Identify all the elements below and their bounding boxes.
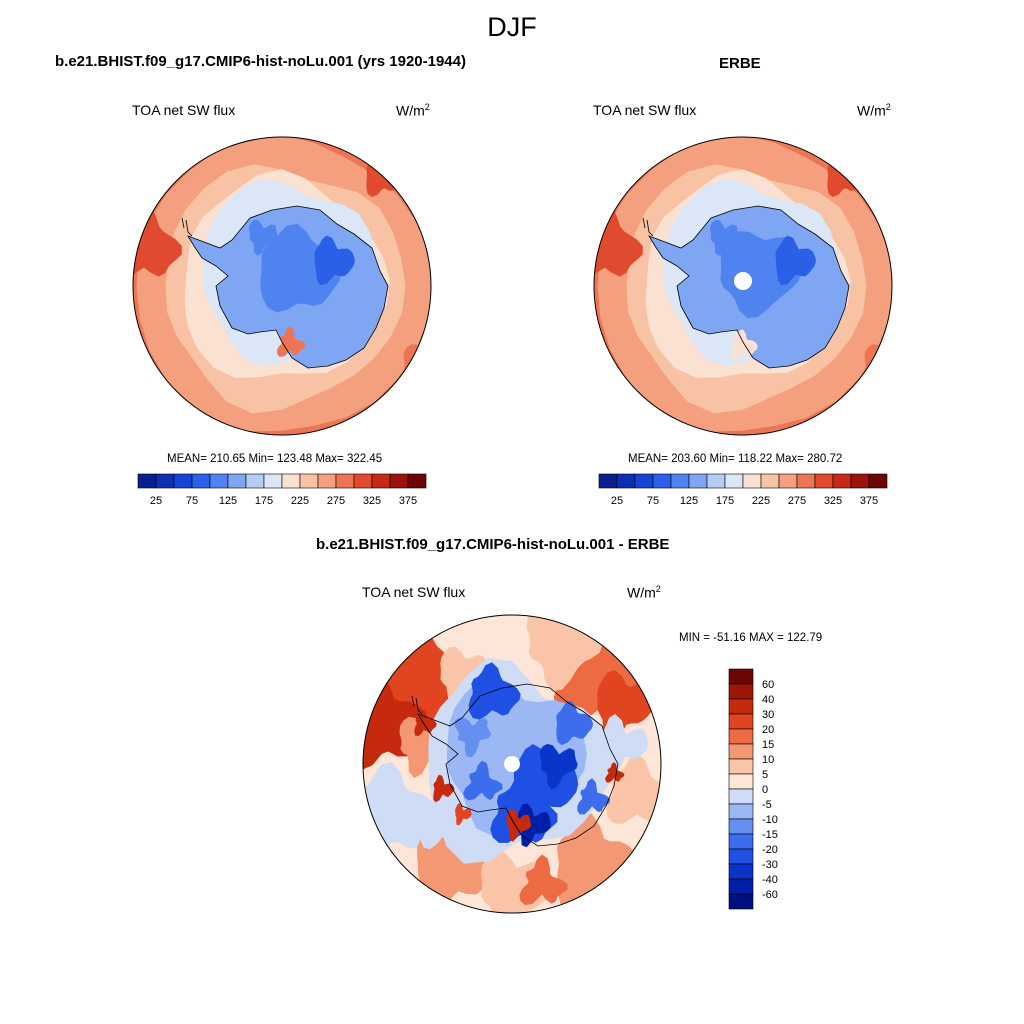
colorbar-3-box [728, 878, 754, 895]
colorbar-2-box [778, 473, 798, 489]
colorbar-2-tick-label: 275 [788, 495, 806, 507]
panel-1-colorbar: 25 75 125 175 225 275 325 375 [137, 473, 427, 507]
colorbar-2-box [634, 473, 654, 489]
colorbar-3-tick-label: -30 [762, 859, 778, 871]
colorbar-3-tick-label: 15 [762, 739, 774, 751]
colorbar-3-box [728, 698, 754, 715]
colorbar-3-tick-label: 5 [762, 769, 768, 781]
colorbar-1-tick-label: 325 [363, 495, 381, 507]
panel-3-variable-label: TOA net SW flux [362, 584, 466, 600]
panel-1-polar-map [132, 136, 432, 436]
colorbar-1-tick-label: 375 [399, 495, 417, 507]
panel-2-colorbar: 25 75 125 175 225 275 325 375 [598, 473, 888, 507]
colorbar-1-box [191, 473, 211, 489]
panel-3-title: b.e21.BHIST.f09_g17.CMIP6-hist-noLu.001 … [316, 536, 670, 553]
panel-2-variable-label: TOA net SW flux [593, 102, 697, 118]
colorbar-3-tick-label: -15 [762, 829, 778, 841]
colorbar-1-tick-label: 75 [186, 495, 198, 507]
colorbar-2-tick-label: 25 [611, 495, 623, 507]
panel-2-unit-label: W/m2 [857, 102, 891, 119]
colorbar-3-box [728, 743, 754, 760]
colorbar-2-box [796, 473, 816, 489]
colorbar-1-tick-label: 225 [291, 495, 309, 507]
colorbar-2-tick-label: 375 [860, 495, 878, 507]
colorbar-1-tick-label: 175 [255, 495, 273, 507]
colorbar-1-box [155, 473, 175, 489]
panel-2-stats: MEAN= 203.60 Min= 118.22 Max= 280.72 [628, 453, 843, 465]
colorbar-1-box [371, 473, 391, 489]
colorbar-2-box [814, 473, 834, 489]
colorbar-2-box [832, 473, 852, 489]
panel-3-colorbar: 60 40 30 20 15 10 5 0 -5 -10 -15 -20 -30 -40 -60 [728, 668, 778, 910]
colorbar-1-box [389, 473, 409, 489]
colorbar-3-tick-label: 10 [762, 754, 774, 766]
colorbar-3-box [728, 893, 754, 910]
colorbar-1-box [227, 473, 247, 489]
colorbar-1-tick-label: 275 [327, 495, 345, 507]
colorbar-3-box [728, 833, 754, 850]
colorbar-1-box [281, 473, 301, 489]
panel-1-stats: MEAN= 210.65 Min= 123.48 Max= 322.45 [167, 453, 383, 465]
colorbar-2-tick-label: 125 [680, 495, 698, 507]
colorbar-3-tick-label: 0 [762, 784, 768, 796]
colorbar-3-box [728, 728, 754, 745]
colorbar-2-tick-label: 75 [647, 495, 659, 507]
colorbar-1-box [335, 473, 355, 489]
colorbar-1-box [263, 473, 283, 489]
colorbar-1-tick-label: 125 [219, 495, 237, 507]
colorbar-3-tick-label: 60 [762, 679, 774, 691]
colorbar-2-box [850, 473, 870, 489]
colorbar-2-box [760, 473, 780, 489]
colorbar-1-tick-label: 25 [150, 495, 162, 507]
colorbar-1-box [407, 473, 427, 489]
panel-3-unit-label: W/m2 [627, 584, 661, 601]
panel-2-polar-map [593, 136, 893, 436]
colorbar-2-box [742, 473, 762, 489]
colorbar-3-box [728, 818, 754, 835]
colorbar-3-box [728, 848, 754, 865]
colorbar-3-tick-label: -60 [762, 889, 778, 901]
colorbar-3-tick-label: -40 [762, 874, 778, 886]
colorbar-3-tick-label: 20 [762, 724, 774, 736]
colorbar-3-box [728, 773, 754, 790]
colorbar-2-box [688, 473, 708, 489]
colorbar-2-box [598, 473, 618, 489]
colorbar-3-tick-label: -5 [762, 799, 772, 811]
figure-title: DJF [487, 12, 537, 42]
colorbar-2-tick-label: 225 [752, 495, 770, 507]
colorbar-3-tick-label: -20 [762, 844, 778, 856]
colorbar-1-box [353, 473, 373, 489]
colorbar-1-box [209, 473, 229, 489]
colorbar-1-box [245, 473, 265, 489]
colorbar-2-box [868, 473, 888, 489]
colorbar-3-box [728, 758, 754, 775]
colorbar-2-box [724, 473, 744, 489]
colorbar-2-tick-label: 325 [824, 495, 842, 507]
panel-3-polar-map [362, 614, 662, 914]
colorbar-2-box [652, 473, 672, 489]
colorbar-2-box [706, 473, 726, 489]
colorbar-3-tick-label: 40 [762, 694, 774, 706]
colorbar-3-box [728, 788, 754, 805]
colorbar-3-box [728, 863, 754, 880]
colorbar-2-box [616, 473, 636, 489]
panel-1-title: b.e21.BHIST.f09_g17.CMIP6-hist-noLu.001 … [55, 53, 466, 70]
colorbar-3-box [728, 803, 754, 820]
panel-2-title: ERBE [719, 55, 761, 72]
colorbar-1-box [137, 473, 157, 489]
colorbar-3-box [728, 668, 754, 685]
colorbar-1-box [299, 473, 319, 489]
colorbar-3-tick-label: -10 [762, 814, 778, 826]
colorbar-1-box [317, 473, 337, 489]
panel-1-unit-label: W/m2 [396, 102, 430, 119]
colorbar-3-box [728, 683, 754, 700]
panel-3-stats: MIN = -51.16 MAX = 122.79 [679, 632, 823, 644]
colorbar-3-box [728, 713, 754, 730]
colorbar-2-tick-label: 175 [716, 495, 734, 507]
colorbar-1-box [173, 473, 193, 489]
panel-1-variable-label: TOA net SW flux [132, 102, 236, 118]
colorbar-3-tick-label: 30 [762, 709, 774, 721]
colorbar-2-box [670, 473, 690, 489]
